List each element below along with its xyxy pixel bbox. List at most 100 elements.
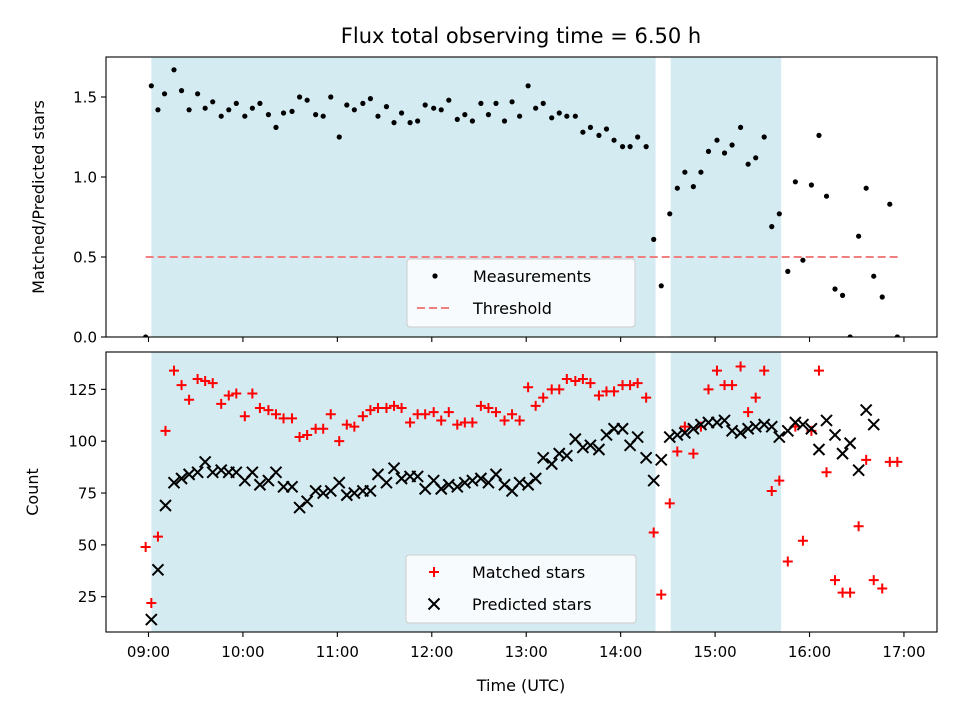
ratio-point-0-53 bbox=[556, 110, 562, 116]
count-point-0-24 bbox=[325, 409, 336, 420]
count-point-1-51 bbox=[545, 457, 558, 471]
count-point-1-92 bbox=[867, 418, 880, 431]
count-point-0-70 bbox=[688, 448, 699, 459]
ratio-point-0-37 bbox=[431, 105, 437, 111]
count-point-1-91 bbox=[859, 403, 873, 417]
count-point-0-60 bbox=[609, 386, 620, 397]
count-point-0-7 bbox=[192, 373, 203, 384]
count-point-0-67 bbox=[664, 498, 675, 509]
ratio-point-0-66 bbox=[658, 283, 664, 289]
ratio-legend-label-0: Measurements bbox=[473, 267, 591, 286]
count-point-0-4 bbox=[168, 365, 179, 376]
count-point-1-40 bbox=[458, 476, 472, 489]
ratio-point-0-81 bbox=[776, 211, 782, 217]
ratio-point-0-82 bbox=[785, 268, 791, 274]
count-point-1-30 bbox=[380, 476, 393, 489]
ratio-point-0-78 bbox=[753, 155, 759, 161]
count-point-0-58 bbox=[593, 390, 604, 401]
ratio-legend-box bbox=[406, 258, 636, 328]
count-point-1-82 bbox=[789, 416, 802, 429]
count-point-0-47 bbox=[507, 409, 518, 420]
count-point-1-70 bbox=[694, 418, 708, 431]
count-point-0-64 bbox=[641, 392, 652, 403]
count-point-0-29 bbox=[365, 405, 376, 416]
count-point-1-2 bbox=[159, 499, 172, 512]
ratio-point-0-96 bbox=[894, 334, 900, 337]
count-points bbox=[140, 361, 903, 626]
count-point-0-18 bbox=[278, 413, 289, 424]
count-point-1-84 bbox=[805, 422, 818, 435]
ratio-point-0-62 bbox=[627, 144, 633, 150]
count-point-0-56 bbox=[577, 373, 588, 384]
ratio-point-0-50 bbox=[533, 105, 539, 111]
ratio-point-0-65 bbox=[651, 236, 657, 242]
ratio-point-0-42 bbox=[469, 118, 475, 124]
ratio-point-0-35 bbox=[415, 118, 421, 124]
ratio-point-0-3 bbox=[161, 91, 168, 97]
ratio-point-0-44 bbox=[485, 112, 492, 118]
ratio-point-0-16 bbox=[265, 112, 272, 118]
count-point-0-54 bbox=[561, 373, 572, 384]
ratio-shaded-interval-1 bbox=[670, 57, 782, 337]
count-point-0-28 bbox=[357, 411, 368, 422]
count-point-0-42 bbox=[467, 417, 478, 428]
count-point-0-77 bbox=[743, 407, 754, 418]
count-point-0-39 bbox=[443, 407, 454, 418]
count-point-0-33 bbox=[396, 403, 407, 413]
ratio-point-0-88 bbox=[832, 286, 838, 292]
count-point-0-55 bbox=[570, 376, 581, 387]
ratio-point-0-38 bbox=[438, 107, 444, 113]
ratio-point-0-43 bbox=[478, 100, 484, 106]
chart-title: Flux total observing time = 6.50 h bbox=[341, 24, 701, 48]
ratio-point-0-80 bbox=[769, 224, 775, 230]
count-y-tick-label-2: 75 bbox=[78, 485, 97, 503]
ratio-point-0-49 bbox=[525, 83, 531, 89]
count-point-1-7 bbox=[198, 455, 212, 469]
ratio-point-0-91 bbox=[856, 233, 862, 239]
ratio-point-0-84 bbox=[800, 257, 806, 263]
ratio-point-0-57 bbox=[587, 124, 594, 130]
ratio-point-0-55 bbox=[572, 113, 578, 119]
count-point-1-67 bbox=[671, 428, 684, 442]
ratio-point-0-61 bbox=[619, 144, 626, 150]
ratio-point-0-89 bbox=[839, 292, 846, 298]
count-panel: 25 50 75 100 125 09:00 10:00 11:00 12:00 13:00 14:… bbox=[68, 351, 938, 661]
ratio-point-0-4 bbox=[171, 67, 177, 73]
count-point-0-93 bbox=[868, 575, 879, 586]
ratio-point-0-95 bbox=[887, 201, 893, 207]
count-point-1-86 bbox=[820, 414, 833, 427]
ratio-point-0-85 bbox=[808, 182, 815, 188]
count-point-0-78 bbox=[750, 392, 761, 403]
count-point-0-19 bbox=[287, 413, 298, 424]
count-point-1-39 bbox=[451, 480, 464, 494]
ratio-point-0-10 bbox=[218, 113, 224, 119]
count-point-0-53 bbox=[554, 384, 565, 395]
ratio-point-0-30 bbox=[375, 113, 381, 119]
ratio-point-0-71 bbox=[698, 169, 704, 175]
ratio-point-0-94 bbox=[879, 294, 885, 300]
ratio-point-0-64 bbox=[643, 144, 649, 150]
ratio-point-0-11 bbox=[226, 107, 232, 113]
ratio-point-0-25 bbox=[336, 134, 342, 140]
count-legend-box bbox=[405, 554, 637, 624]
count-point-0-23 bbox=[318, 423, 329, 434]
ratio-point-0-15 bbox=[257, 100, 263, 106]
ratio-point-0-1 bbox=[148, 83, 154, 89]
count-point-0-36 bbox=[420, 409, 431, 420]
count-point-1-14 bbox=[253, 478, 267, 491]
ratio-point-0-75 bbox=[729, 142, 735, 148]
ratio-points bbox=[143, 67, 900, 337]
count-point-0-17 bbox=[270, 409, 281, 420]
count-point-1-6 bbox=[191, 466, 204, 479]
ratio-point-0-83 bbox=[792, 179, 798, 185]
ratio-point-0-93 bbox=[871, 273, 877, 279]
count-point-0-8 bbox=[200, 376, 211, 387]
count-point-0-44 bbox=[483, 403, 494, 413]
x-tick-label-0: 09:00 bbox=[127, 643, 170, 661]
count-point-0-5 bbox=[176, 380, 187, 391]
count-point-0-51 bbox=[538, 392, 549, 403]
count-point-0-57 bbox=[585, 378, 596, 389]
count-point-0-73 bbox=[711, 365, 722, 376]
ratio-point-0-2 bbox=[155, 107, 161, 113]
